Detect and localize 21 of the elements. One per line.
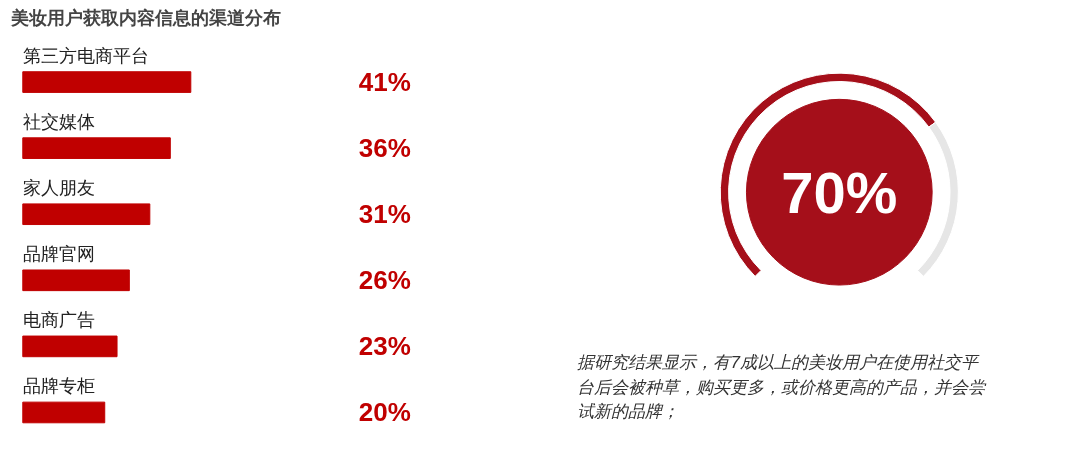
bar xyxy=(22,401,106,424)
y-tick-label: 家人朋友 xyxy=(22,177,95,198)
y-tick-label: 品牌官网 xyxy=(22,243,95,264)
y-tick-label: 电商广告 xyxy=(22,309,95,330)
text: 据研究结果显示，有7成以上的美妆用户在使用社交平台后会被种草，购买更多，或价格更高的产品，并会尝试新的品牌； xyxy=(577,353,988,421)
data-label: 36% xyxy=(358,133,411,164)
y-tick-label: 社交媒体 xyxy=(22,111,95,132)
bar xyxy=(22,71,192,93)
data-label: 26% xyxy=(358,265,411,296)
data-label: 31% xyxy=(358,199,411,230)
bar xyxy=(22,335,118,358)
data-label: 20% xyxy=(358,397,411,428)
chart-title: 美妆用户获取内容信息的渠道分布 xyxy=(9,7,281,28)
bar xyxy=(22,137,171,159)
data-label: 23% xyxy=(358,331,411,362)
text: 70% xyxy=(781,159,898,225)
bar xyxy=(22,203,151,226)
data-label: 41% xyxy=(358,67,411,98)
bar xyxy=(22,269,130,292)
y-tick-label: 品牌专柜 xyxy=(22,375,95,396)
y-tick-label: 第三方电商平台 xyxy=(22,45,149,66)
